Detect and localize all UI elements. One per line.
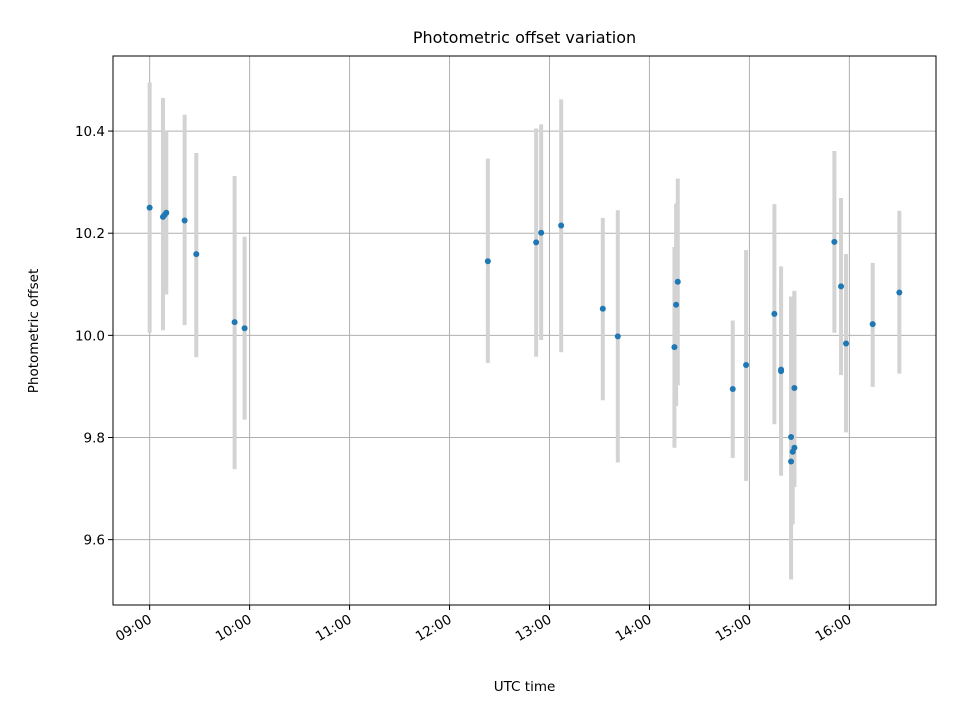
data-point: [778, 368, 785, 375]
data-point: [241, 325, 248, 332]
data-point: [558, 222, 565, 229]
y-tick-label: 9.8: [84, 430, 105, 446]
grid-lines: [113, 56, 936, 605]
data-point: [538, 229, 545, 236]
x-axis-label: UTC time: [494, 679, 556, 695]
data-point: [533, 239, 540, 246]
data-point: [484, 258, 491, 265]
data-point: [838, 283, 845, 290]
data-point: [869, 321, 876, 328]
data-point: [788, 458, 795, 465]
data-point: [791, 384, 798, 391]
y-tick-label: 10.4: [75, 124, 105, 140]
data-point: [791, 444, 798, 451]
data-point: [831, 238, 838, 245]
data-point: [771, 310, 778, 317]
data-point: [181, 217, 188, 224]
y-axis-label: Photometric offset: [26, 269, 42, 393]
plot-frame: [112, 55, 937, 606]
data-point: [231, 319, 238, 326]
data-points: [146, 204, 903, 465]
data-point: [673, 301, 680, 308]
chart-title: Photometric offset variation: [413, 28, 636, 47]
data-point: [788, 433, 795, 440]
y-tick-label: 10.0: [75, 328, 105, 344]
data-point: [193, 251, 200, 258]
data-point: [729, 385, 736, 392]
data-point: [599, 305, 606, 312]
data-point: [896, 289, 903, 296]
data-point: [671, 344, 678, 351]
data-point: [674, 278, 681, 285]
data-point: [614, 333, 621, 340]
data-point: [163, 209, 170, 216]
data-point: [146, 204, 153, 211]
y-tick-label: 10.2: [75, 226, 105, 242]
y-axis-ticks: 9.6 9.8 10.0 10.2 10.4: [75, 124, 113, 549]
data-point: [743, 361, 750, 368]
y-tick-label: 9.6: [84, 533, 105, 549]
data-point: [843, 340, 850, 347]
